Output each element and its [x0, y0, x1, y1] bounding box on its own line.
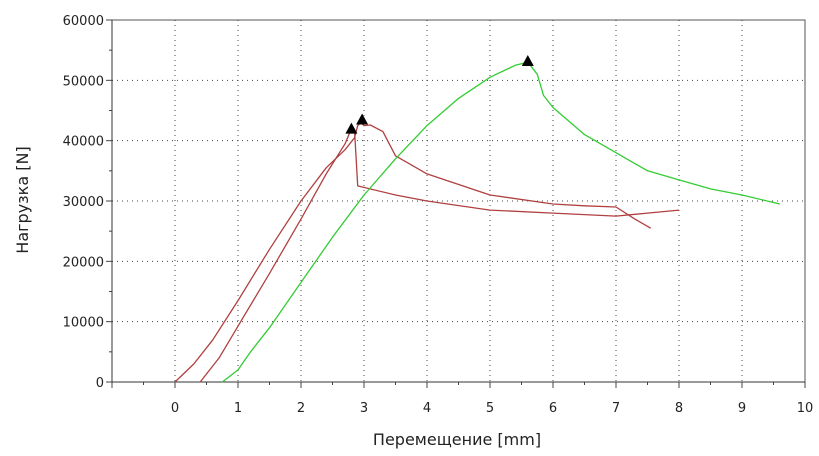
x-tick-label: 10 [797, 401, 814, 416]
peak-marker-1 [345, 122, 358, 134]
series-line-3 [221, 61, 780, 383]
y-tick-label: 10000 [63, 316, 104, 331]
grid-lines [112, 20, 805, 382]
plot-border [111, 19, 806, 383]
peak-marker-3 [521, 55, 534, 67]
x-tick-label: 9 [738, 401, 746, 416]
x-tick-label: 6 [549, 401, 557, 416]
series-line-2 [199, 127, 680, 383]
x-tick-label: 0 [171, 401, 179, 416]
y-tick-label: 60000 [63, 14, 104, 29]
x-tick-label: 7 [612, 401, 620, 416]
x-tick-label: 3 [360, 401, 368, 416]
axes: 0 1 2 3 4 5 6 7 8 9 10 0 10000 20000 30000 40000 50000 60… [63, 14, 814, 416]
x-tick-label: 4 [423, 401, 431, 416]
x-tick-label: 1 [234, 401, 242, 416]
x-tick-label: 5 [486, 401, 494, 416]
x-axis-label: Перемещение [mm] [373, 430, 541, 449]
y-tick-label: 0 [96, 376, 104, 391]
series-layer [174, 61, 780, 383]
y-tick-label: 40000 [63, 135, 104, 150]
x-tick-label: 2 [297, 401, 305, 416]
y-tick-label: 30000 [63, 195, 104, 210]
series-line-1 [174, 121, 652, 383]
y-axis-label: Нагрузка [N] [13, 146, 32, 253]
plot-area [111, 19, 806, 383]
peak-markers [345, 55, 534, 134]
y-tick-label: 20000 [63, 255, 104, 270]
peak-marker-2 [356, 113, 369, 125]
x-tick-label: 8 [675, 401, 683, 416]
y-tick-label: 50000 [63, 74, 104, 89]
